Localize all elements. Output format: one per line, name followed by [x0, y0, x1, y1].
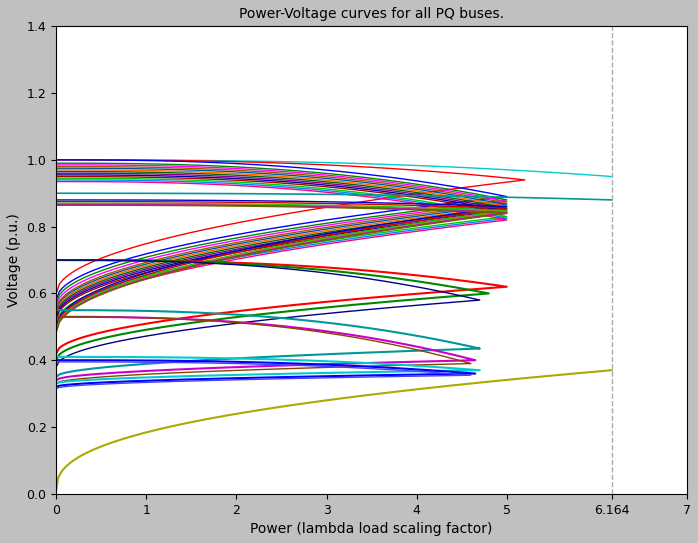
X-axis label: Power (lambda load scaling factor): Power (lambda load scaling factor) [251, 522, 493, 536]
Title: Power-Voltage curves for all PQ buses.: Power-Voltage curves for all PQ buses. [239, 7, 504, 21]
Y-axis label: Voltage (p.u.): Voltage (p.u.) [7, 213, 21, 307]
